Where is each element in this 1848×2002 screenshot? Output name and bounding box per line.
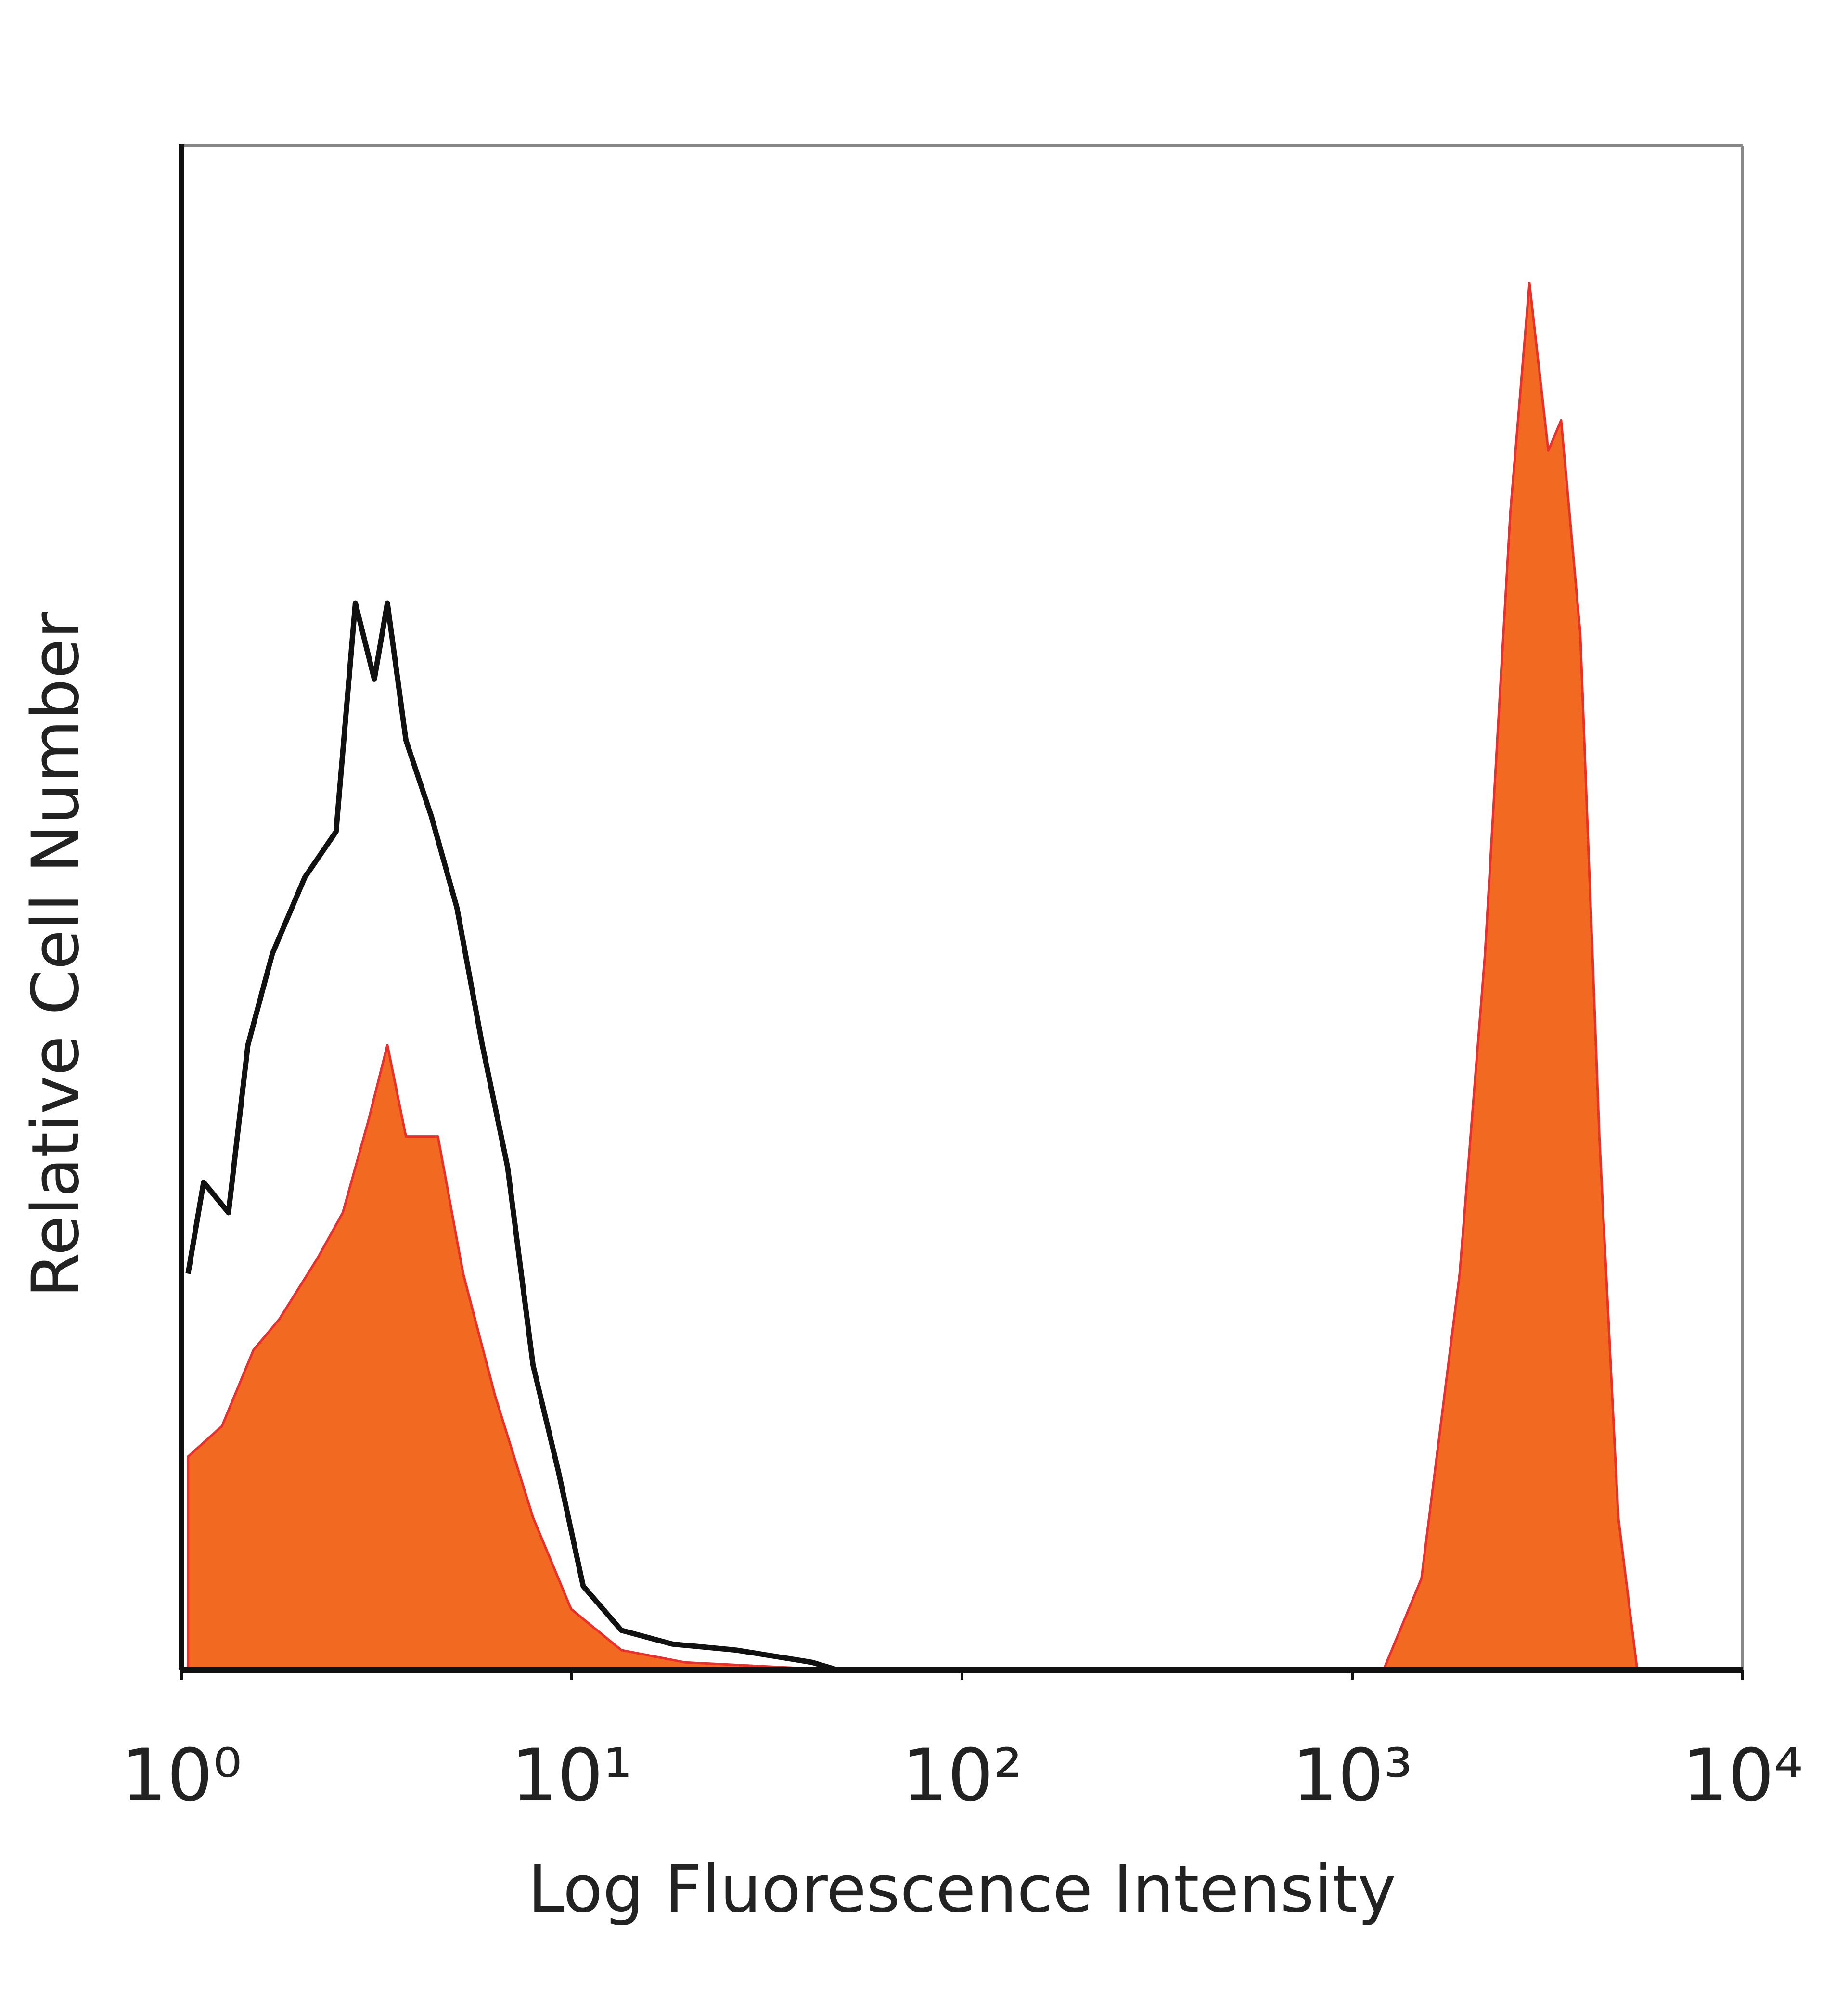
histogram-area (1382, 282, 1639, 1671)
x-tick-label: 10⁰ (121, 1734, 242, 1818)
x-axis-label: Log Fluorescence Intensity (528, 1851, 1396, 1927)
x-tick-label: 10³ (1292, 1734, 1412, 1818)
histogram-line (185, 600, 839, 1673)
x-tick-label: 10² (901, 1734, 1022, 1818)
histogram-area (187, 1044, 839, 1671)
x-tick-label: 10⁴ (1682, 1734, 1803, 1818)
x-tick-label: 10¹ (511, 1734, 632, 1818)
y-axis-label: Relative Cell Number (18, 612, 93, 1297)
